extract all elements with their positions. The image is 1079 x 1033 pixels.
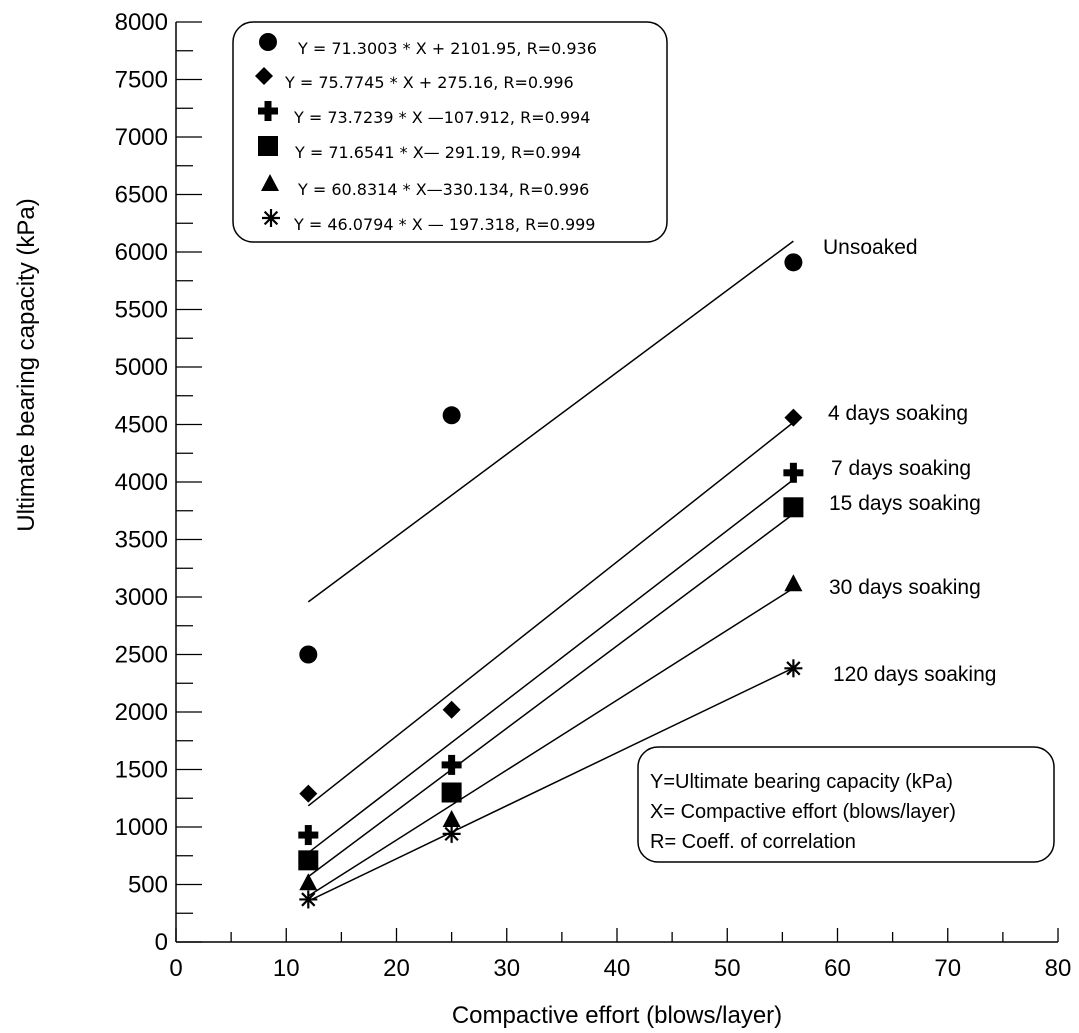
series-3-label: 7 days soaking xyxy=(831,457,971,480)
series-5-legend-marker xyxy=(261,174,279,191)
y-tick-label: 3000 xyxy=(115,584,168,611)
y-axis-title: Ultimate bearing capacity (kPa) xyxy=(13,198,40,531)
x-tick-label: 10 xyxy=(273,955,300,982)
series-5-point xyxy=(442,809,461,827)
series-5-legend-equation: Y = 60.8314 * X—330.134, R=0.996 xyxy=(297,180,589,199)
y-tick-label: 7000 xyxy=(115,124,168,151)
y-tick-label: 1500 xyxy=(115,757,168,784)
series-2-point xyxy=(442,700,461,719)
series-3-legend-marker xyxy=(258,101,278,121)
series-4-label: 15 days soaking xyxy=(829,492,981,515)
series-6-point xyxy=(299,890,318,909)
series-3-point xyxy=(441,754,462,775)
series-6-fit-line xyxy=(307,667,794,902)
series-4-point xyxy=(783,497,804,518)
y-tick-label: 1000 xyxy=(115,814,168,841)
series-6-legend-equation: Y = 46.0794 * X — 197.318, R=0.999 xyxy=(293,215,595,234)
note-line-2: X= Compactive effort (blows/layer) xyxy=(650,801,956,823)
y-tick-label: 0 xyxy=(155,929,168,956)
series-6-point xyxy=(442,824,461,843)
series-1-label: Unsoaked xyxy=(823,236,918,259)
x-tick-label: 60 xyxy=(824,955,851,982)
note-line-3: R= Coeff. of correlation xyxy=(650,831,856,853)
note-line-1: Y=Ultimate bearing capacity (kPa) xyxy=(650,771,953,793)
series-6-label: 120 days soaking xyxy=(833,663,996,686)
series-2-legend-equation: Y = 75.7745 * X + 275.16, R=0.996 xyxy=(284,73,574,92)
y-tick-label: 3500 xyxy=(115,527,168,554)
y-tick-label: 4000 xyxy=(115,469,168,496)
y-tick-label: 2000 xyxy=(115,699,168,726)
data-markers xyxy=(298,253,804,909)
series-1-point xyxy=(442,406,461,425)
fit-lines xyxy=(307,240,794,902)
series-1-legend-equation: Y = 71.3003 * X + 2101.95, R=0.936 xyxy=(297,39,597,58)
series-1-fit-line xyxy=(307,240,794,603)
series-2-legend-marker xyxy=(255,67,273,85)
axes: 0 10 20 30 40 50 60 70 80 0 500 1000 1500 2000 2500 300… xyxy=(115,9,1072,982)
y-tick-label: 5000 xyxy=(115,354,168,381)
series-3-legend-equation: Y = 73.7239 * X —107.912, R=0.994 xyxy=(293,108,590,127)
series-2-point xyxy=(299,784,318,803)
series-labels: Unsoaked 4 days soaking 7 days soaking 15 d… xyxy=(823,236,996,686)
x-tick-label: 20 xyxy=(383,955,410,982)
y-tick-label: 2500 xyxy=(115,642,168,669)
series-4-legend-equation: Y = 71.6541 * X— 291.19, R=0.994 xyxy=(294,143,581,162)
series-4-point xyxy=(441,782,462,803)
series-1-legend-marker xyxy=(259,33,277,51)
series-5-point xyxy=(299,873,318,891)
y-tick-label: 5500 xyxy=(115,297,168,324)
series-6-point xyxy=(784,659,803,678)
y-tick-label: 4500 xyxy=(115,412,168,439)
series-5-point xyxy=(784,574,803,592)
x-tick-label: 40 xyxy=(604,955,631,982)
series-1-point xyxy=(299,645,318,664)
y-tick-label: 6500 xyxy=(115,182,168,209)
series-2-point xyxy=(784,408,803,427)
x-tick-label: 80 xyxy=(1045,955,1072,982)
legend-box: Y = 71.3003 * X + 2101.95, R=0.936 Y = 75… xyxy=(232,21,668,243)
series-4-legend-marker xyxy=(258,136,278,156)
y-tick-label: 7500 xyxy=(115,67,168,94)
note-box: Y=Ultimate bearing capacity (kPa) X= Com… xyxy=(637,746,1055,863)
series-1-point xyxy=(784,253,803,272)
x-tick-label: 70 xyxy=(934,955,961,982)
y-tick-label: 8000 xyxy=(115,9,168,36)
series-5-fit-line xyxy=(307,587,794,897)
y-tick-label: 500 xyxy=(128,872,168,899)
series-2-label: 4 days soaking xyxy=(828,402,968,425)
series-3-point xyxy=(783,462,804,483)
series-4-fit-line xyxy=(307,513,794,878)
x-tick-label: 30 xyxy=(493,955,520,982)
series-6-legend-marker xyxy=(262,209,280,227)
series-5-label: 30 days soaking xyxy=(829,576,981,599)
series-4-point xyxy=(298,850,319,871)
x-axis-title: Compactive effort (blows/layer) xyxy=(452,1002,782,1029)
y-tick-label: 6000 xyxy=(115,239,168,266)
x-tick-label: 50 xyxy=(714,955,741,982)
x-tick-label: 0 xyxy=(169,955,182,982)
series-3-point xyxy=(298,825,319,846)
series-3-fit-line xyxy=(307,479,794,854)
series-2-fit-line xyxy=(307,421,794,807)
